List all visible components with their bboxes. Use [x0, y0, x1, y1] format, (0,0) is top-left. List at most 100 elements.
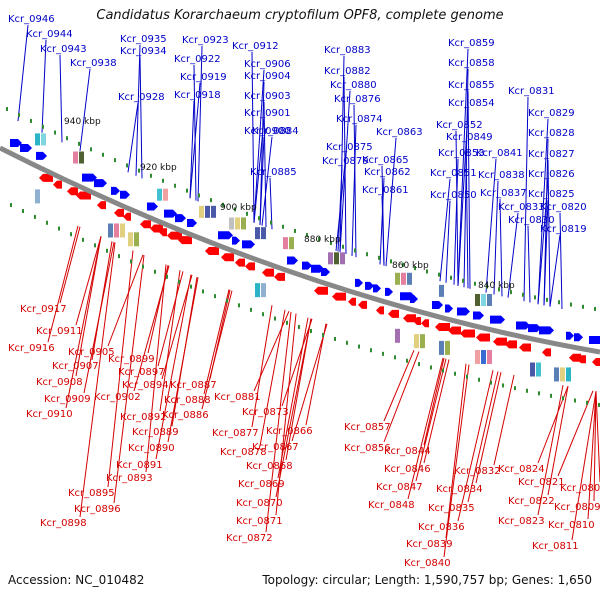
upper-gene-label[interactable]: Kcr_0828: [528, 128, 575, 139]
gene-arrow[interactable]: [413, 317, 421, 326]
upper-gene-label[interactable]: Kcr_0903: [244, 91, 291, 102]
gene-arrow[interactable]: [150, 224, 163, 233]
feature-box[interactable]: [35, 189, 40, 204]
upper-gene-label[interactable]: Kcr_0830: [508, 215, 555, 226]
feature-box[interactable]: [199, 205, 204, 218]
upper-gene-label[interactable]: Kcr_0849: [446, 132, 493, 143]
upper-gene-label[interactable]: Kcr_0838: [478, 170, 525, 181]
gene-arrow[interactable]: [476, 333, 490, 342]
feature-box[interactable]: [35, 133, 40, 146]
gene-arrow[interactable]: [321, 268, 330, 277]
upper-gene-label[interactable]: Kcr_0831: [508, 86, 555, 97]
upper-gene-label[interactable]: Kcr_0875: [326, 142, 373, 153]
upper-gene-label[interactable]: Kcr_0918: [174, 90, 221, 101]
feature-box[interactable]: [328, 252, 333, 265]
gene-arrow[interactable]: [460, 329, 475, 338]
lower-gene-label[interactable]: Kcr_0911: [36, 326, 83, 337]
feature-box[interactable]: [530, 362, 535, 377]
lower-gene-label[interactable]: Kcr_0844: [384, 446, 431, 457]
lower-gene-label[interactable]: Kcr_0886: [162, 410, 209, 421]
feature-box[interactable]: [334, 252, 339, 265]
gene-arrow[interactable]: [348, 297, 356, 306]
gene-arrow[interactable]: [147, 202, 158, 211]
feature-box[interactable]: [439, 340, 444, 355]
gene-arrow[interactable]: [589, 336, 600, 345]
gene-arrow[interactable]: [592, 358, 600, 367]
gene-arrow[interactable]: [505, 340, 517, 349]
gene-arrow[interactable]: [274, 272, 285, 281]
gene-arrow[interactable]: [76, 191, 91, 200]
feature-box[interactable]: [481, 349, 486, 364]
lower-gene-label[interactable]: Kcr_0878: [220, 447, 267, 458]
lower-gene-label[interactable]: Kcr_0877: [212, 428, 259, 439]
gene-arrow[interactable]: [53, 180, 62, 189]
feature-box[interactable]: [401, 272, 406, 285]
feature-box[interactable]: [134, 232, 139, 247]
gene-arrow[interactable]: [566, 331, 574, 340]
upper-gene-label[interactable]: Kcr_0876: [334, 94, 381, 105]
gene-arrow[interactable]: [311, 264, 324, 273]
lower-gene-label[interactable]: Kcr_0889: [132, 427, 179, 438]
lower-gene-label[interactable]: Kcr_0891: [116, 460, 163, 471]
upper-gene-label[interactable]: Kcr_0837: [480, 188, 527, 199]
upper-gene-label[interactable]: Kcr_0858: [448, 58, 495, 69]
gene-arrow[interactable]: [410, 295, 418, 304]
lower-gene-label[interactable]: Kcr_0896: [74, 504, 121, 515]
feature-box[interactable]: [211, 205, 216, 218]
feature-box[interactable]: [481, 293, 486, 306]
lower-gene-label[interactable]: Kcr_0870: [236, 498, 283, 509]
feature-box[interactable]: [475, 349, 480, 364]
lower-gene-label[interactable]: Kcr_0840: [404, 558, 451, 569]
feature-box[interactable]: [120, 223, 125, 238]
lower-gene-label[interactable]: Kcr_0902: [94, 392, 141, 403]
upper-gene-label[interactable]: Kcr_0825: [528, 189, 575, 200]
upper-gene-label[interactable]: Kcr_0854: [448, 98, 495, 109]
feature-box[interactable]: [235, 217, 240, 230]
feature-box[interactable]: [439, 284, 444, 297]
feature-box[interactable]: [407, 272, 412, 285]
gene-arrow[interactable]: [445, 304, 453, 313]
gene-arrow[interactable]: [376, 306, 384, 315]
feature-box[interactable]: [255, 283, 260, 298]
lower-gene-label[interactable]: Kcr_0822: [508, 496, 555, 507]
lower-gene-label[interactable]: Kcr_0872: [226, 533, 273, 544]
gene-arrow[interactable]: [218, 231, 233, 240]
lower-gene-label[interactable]: Kcr_0809: [554, 502, 600, 513]
upper-gene-label[interactable]: Kcr_0923: [182, 35, 229, 46]
upper-gene-label[interactable]: Kcr_0884: [252, 126, 299, 137]
lower-gene-label[interactable]: Kcr_0810: [548, 520, 595, 531]
feature-box[interactable]: [414, 334, 419, 349]
lower-gene-label[interactable]: Kcr_0846: [384, 464, 431, 475]
lower-gene-label[interactable]: Kcr_0871: [236, 516, 283, 527]
upper-gene-label[interactable]: Kcr_0900: [244, 126, 291, 137]
lower-gene-label[interactable]: Kcr_0835: [428, 503, 475, 514]
gene-arrow[interactable]: [175, 214, 186, 223]
upper-gene-label[interactable]: Kcr_0829: [528, 108, 575, 119]
gene-arrow[interactable]: [20, 144, 32, 153]
gene-arrow[interactable]: [448, 326, 461, 335]
upper-gene-label[interactable]: Kcr_0850: [430, 190, 477, 201]
gene-arrow[interactable]: [355, 278, 363, 287]
gene-arrow[interactable]: [577, 355, 586, 364]
feature-box[interactable]: [566, 367, 571, 382]
lower-gene-label[interactable]: Kcr_0808: [560, 483, 600, 494]
feature-box[interactable]: [445, 340, 450, 355]
feature-box[interactable]: [395, 272, 400, 285]
lower-gene-label[interactable]: Kcr_0848: [368, 500, 415, 511]
lower-gene-label[interactable]: Kcr_0856: [344, 443, 391, 454]
gene-arrow[interactable]: [114, 208, 124, 217]
upper-gene-label[interactable]: Kcr_0946: [8, 14, 55, 25]
upper-gene-label[interactable]: Kcr_0859: [448, 38, 495, 49]
lower-gene-label[interactable]: Kcr_0887: [170, 380, 217, 391]
feature-box[interactable]: [229, 217, 234, 230]
upper-gene-label[interactable]: Kcr_0865: [362, 155, 409, 166]
lower-gene-label[interactable]: Kcr_0836: [418, 522, 465, 533]
upper-gene-label[interactable]: Kcr_0883: [324, 45, 371, 56]
lower-gene-label[interactable]: Kcr_0916: [8, 343, 55, 354]
lower-gene-label[interactable]: Kcr_0917: [20, 304, 67, 315]
gene-arrow[interactable]: [262, 268, 274, 277]
gene-arrow[interactable]: [490, 315, 505, 324]
gene-arrow[interactable]: [120, 190, 130, 199]
gene-arrow[interactable]: [67, 187, 78, 196]
gene-arrow[interactable]: [111, 186, 120, 195]
